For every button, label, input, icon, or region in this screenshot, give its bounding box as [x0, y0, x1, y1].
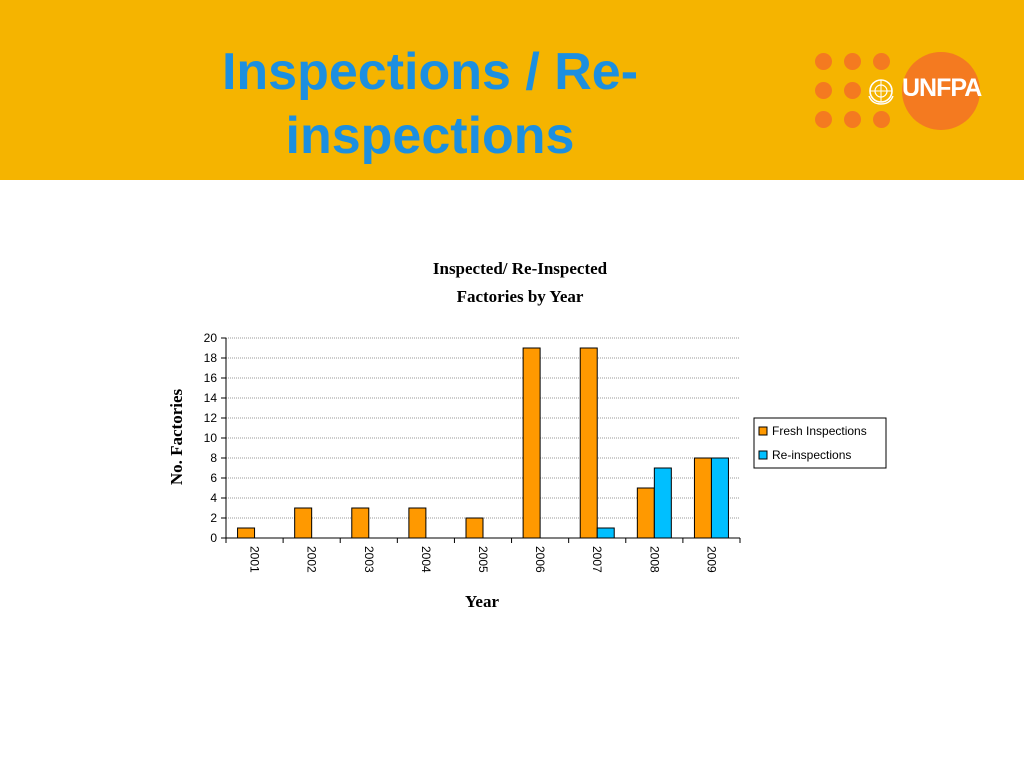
logo-dot: [844, 111, 861, 128]
y-tick-label: 8: [210, 451, 217, 465]
x-tick-label: 2008: [647, 546, 661, 573]
bar-fresh-inspections: [636, 487, 655, 539]
y-tick-label: 0: [210, 531, 217, 545]
slide-title-line-2: inspections: [285, 107, 575, 165]
y-tick-label: 12: [204, 411, 218, 425]
logo-dot: [844, 53, 861, 70]
legend-label: Re-inspections: [772, 448, 851, 462]
bar-re-inspections: [710, 457, 729, 539]
logo-dot: [815, 111, 832, 128]
x-tick-label: 2005: [476, 546, 490, 573]
bar-fresh-inspections: [294, 507, 313, 539]
bar-fresh-inspections: [693, 457, 712, 539]
logo-dot: [815, 82, 832, 99]
y-tick-label: 10: [204, 431, 218, 445]
bars: [237, 347, 729, 539]
logo-dot: [873, 53, 890, 70]
un-emblem-icon: [868, 79, 894, 105]
x-tick-label: 2003: [362, 546, 376, 573]
x-tick-label: 2007: [590, 546, 604, 573]
slide-title-line-1: Inspections / Re-: [221, 43, 639, 101]
bar-fresh-inspections: [408, 507, 427, 539]
y-tick-label: 20: [204, 331, 218, 345]
chart-title-line-1: Inspected/ Re-Inspected: [433, 259, 608, 278]
legend-box: [753, 417, 887, 469]
y-tick-label: 18: [204, 351, 218, 365]
bar-fresh-inspections: [522, 347, 541, 539]
bar-fresh-inspections: [465, 517, 484, 539]
logo-dot: [844, 82, 861, 99]
bar-fresh-inspections: [579, 347, 598, 539]
logo-text: UNFPA: [902, 74, 982, 102]
legend-swatch: [758, 450, 768, 460]
legend: Fresh Inspections Re-inspections: [753, 417, 887, 469]
bar-fresh-inspections: [237, 527, 256, 539]
logo-dot: [815, 53, 832, 70]
axes: 0 2 4 6 8 10 12 14 16 18 20 2001 2002 2003 2004 2005 200…: [204, 331, 741, 573]
bar-re-inspections: [653, 467, 672, 539]
bar-re-inspections: [596, 527, 615, 539]
chart-title-line-2: Factories by Year: [457, 287, 584, 306]
y-tick-label: 2: [210, 511, 217, 525]
bar-fresh-inspections: [351, 507, 370, 539]
y-tick-label: 6: [210, 471, 217, 485]
y-axis-label: No. Factories: [167, 388, 186, 485]
slide-title: Inspections / Re- inspections: [150, 40, 710, 168]
x-tick-label: 2006: [533, 546, 547, 573]
x-axis-label: Year: [465, 592, 499, 611]
legend-label: Fresh Inspections: [772, 424, 867, 438]
y-tick-label: 4: [210, 491, 217, 505]
x-tick-label: 2001: [248, 546, 262, 573]
x-tick-label: 2009: [704, 546, 718, 573]
y-tick-label: 16: [204, 371, 218, 385]
gridlines: [226, 337, 740, 519]
legend-swatch: [758, 426, 768, 436]
x-tick-label: 2002: [305, 546, 319, 573]
logo-circle: [902, 52, 980, 130]
x-tick-label: 2004: [419, 546, 433, 573]
y-tick-label: 14: [204, 391, 218, 405]
logo-dot: [873, 111, 890, 128]
